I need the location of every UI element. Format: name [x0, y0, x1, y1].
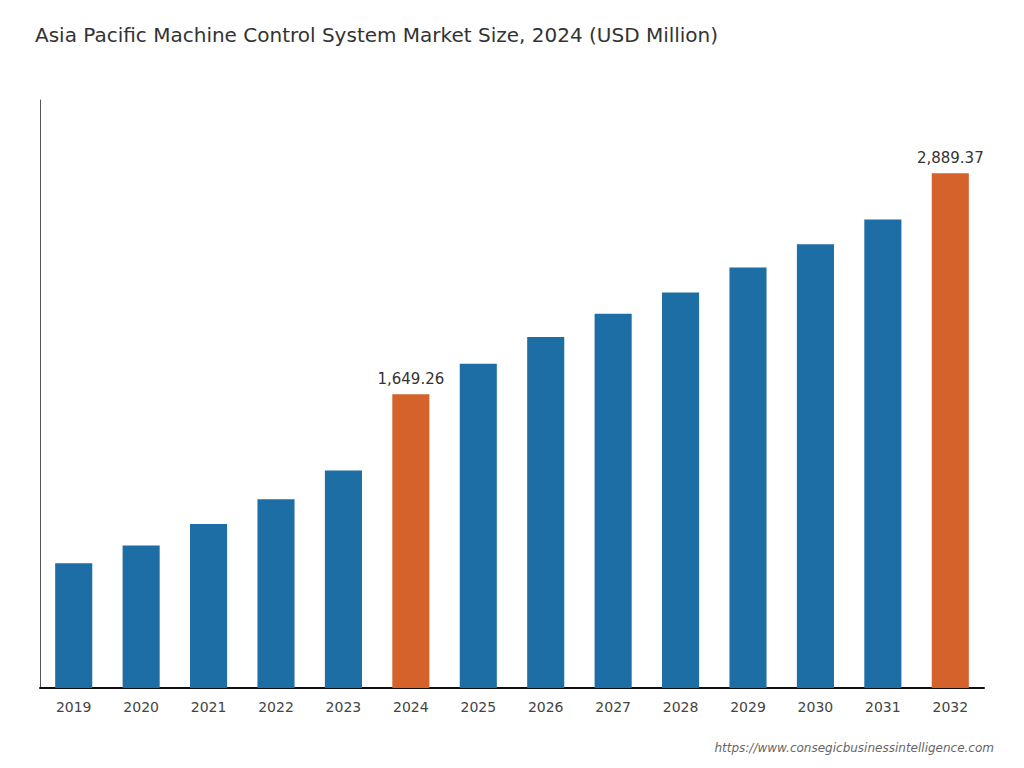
svg-text:2021: 2021 — [191, 699, 227, 715]
svg-text:2031: 2031 — [865, 699, 901, 715]
svg-text:2020: 2020 — [123, 699, 159, 715]
svg-text:2019: 2019 — [56, 699, 92, 715]
svg-text:2022: 2022 — [258, 699, 294, 715]
svg-text:https://www.consegicbusinessin: https://www.consegicbusinessintelligence… — [714, 741, 994, 755]
svg-text:2032: 2032 — [932, 699, 968, 715]
svg-text:2025: 2025 — [460, 699, 496, 715]
svg-text:2030: 2030 — [798, 699, 834, 715]
svg-text:2028: 2028 — [663, 699, 699, 715]
svg-text:2029: 2029 — [730, 699, 766, 715]
svg-text:2026: 2026 — [528, 699, 564, 715]
svg-text:2024: 2024 — [393, 699, 429, 715]
svg-text:1,649.26: 1,649.26 — [377, 370, 444, 388]
svg-text:Asia Pacific Machine Control S: Asia Pacific Machine Control System Mark… — [35, 23, 718, 47]
svg-text:2027: 2027 — [595, 699, 631, 715]
svg-text:2023: 2023 — [326, 699, 362, 715]
svg-text:2,889.37: 2,889.37 — [917, 149, 984, 167]
